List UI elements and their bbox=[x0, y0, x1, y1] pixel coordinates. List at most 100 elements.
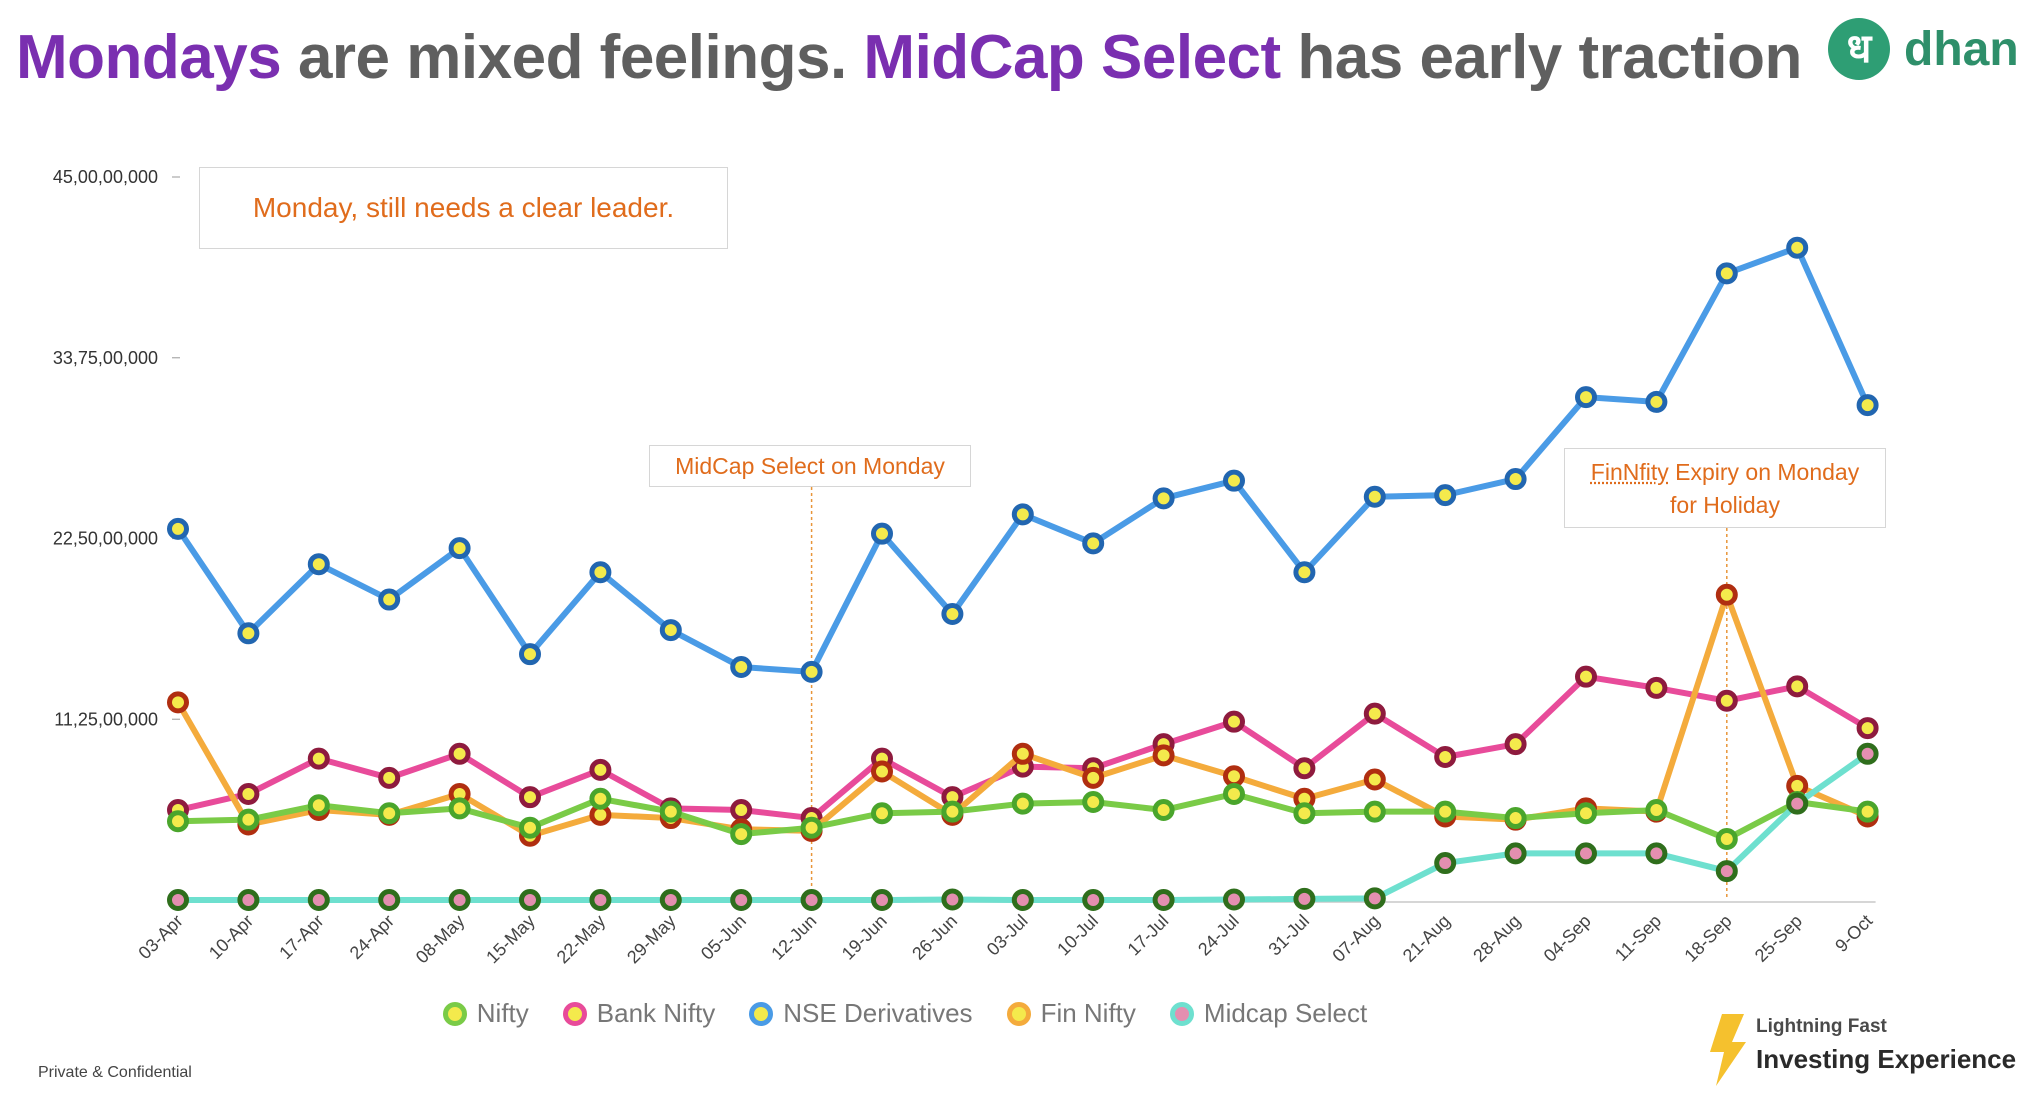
data-point-nse-derivatives bbox=[448, 537, 471, 560]
confidential-note: Private & Confidential bbox=[38, 1064, 192, 1081]
data-point-nse-derivatives bbox=[1856, 394, 1879, 417]
data-point-nse-derivatives bbox=[1293, 561, 1316, 584]
data-point-bank-nifty bbox=[1856, 717, 1879, 740]
legend-marker bbox=[1169, 1001, 1194, 1026]
y-tick-label: 45,00,00,000 bbox=[53, 167, 158, 187]
lightning-bolt-icon bbox=[1710, 1014, 1746, 1086]
data-point-nifty bbox=[1575, 802, 1597, 825]
data-point-nse-derivatives bbox=[1152, 487, 1175, 510]
x-tick-label: 29-May bbox=[623, 911, 680, 968]
chart-vlines bbox=[810, 487, 1728, 900]
annotation-midcap-monday: MidCap Select on Monday bbox=[649, 445, 971, 487]
x-tick-label: 07-Aug bbox=[1328, 911, 1383, 966]
data-point-nifty bbox=[1152, 799, 1175, 822]
data-point-nifty bbox=[1293, 802, 1316, 825]
x-tick-label: 05-Jun bbox=[697, 911, 750, 964]
legend-label: Fin Nifty bbox=[1040, 998, 1136, 1028]
data-point-nifty bbox=[448, 797, 471, 820]
y-tick-label: 11,25,00,000 bbox=[54, 709, 158, 729]
data-point-midcap-select bbox=[1645, 842, 1668, 865]
chart-x-labels: 03-Apr 10-Apr 17-Apr 24-Apr 08-May 15-May 22-M… bbox=[134, 911, 1876, 968]
data-point-nifty bbox=[1715, 827, 1738, 850]
data-point-nse-derivatives bbox=[800, 660, 823, 683]
data-point-bank-nifty bbox=[1786, 675, 1809, 698]
data-point-nifty bbox=[1504, 807, 1527, 830]
x-tick-label: 15-May bbox=[482, 911, 539, 968]
data-point-nse-derivatives bbox=[1715, 262, 1738, 285]
data-point-midcap-select bbox=[519, 889, 541, 911]
data-point-midcap-select bbox=[1011, 889, 1034, 911]
data-point-bank-nifty bbox=[730, 799, 753, 822]
data-point-nse-derivatives bbox=[1504, 468, 1527, 491]
data-point-bank-nifty bbox=[1715, 689, 1738, 712]
data-point-nifty bbox=[1645, 799, 1668, 822]
title-highlight-mondays: Mondays bbox=[16, 23, 282, 92]
data-point-bank-nifty bbox=[589, 758, 612, 781]
data-point-bank-nifty bbox=[378, 766, 401, 789]
data-point-nifty bbox=[1082, 790, 1105, 813]
legend-label: Nifty bbox=[476, 998, 529, 1028]
data-point-nse-derivatives bbox=[1011, 503, 1034, 526]
data-point-bank-nifty bbox=[1293, 757, 1316, 780]
data-point-midcap-select bbox=[1223, 888, 1245, 911]
data-point-bank-nifty bbox=[307, 747, 330, 770]
x-tick-label: 11-Sep bbox=[1611, 911, 1665, 965]
legend-item-bank-nifty: Bank Nifty bbox=[562, 998, 716, 1029]
data-point-nse-derivatives bbox=[1645, 390, 1668, 413]
data-point-midcap-select bbox=[1575, 842, 1597, 865]
legend-item-midcap-select: Midcap Select bbox=[1169, 998, 1367, 1029]
data-point-bank-nifty bbox=[1504, 733, 1527, 756]
x-tick-label: 08-May bbox=[412, 911, 469, 968]
legend-marker bbox=[562, 1001, 587, 1026]
title-text-2: has early traction bbox=[1280, 23, 1802, 92]
data-point-midcap-select bbox=[871, 889, 893, 911]
data-point-nifty bbox=[730, 823, 753, 846]
x-tick-label: 12-Jun bbox=[767, 911, 820, 964]
data-point-nifty bbox=[1223, 782, 1245, 805]
data-point-nse-derivatives bbox=[237, 622, 260, 645]
data-point-nse-derivatives bbox=[1223, 469, 1245, 492]
data-point-midcap-select bbox=[589, 889, 612, 911]
dhan-logo-icon: ध bbox=[1828, 18, 1890, 80]
annotation-finnifty-expiry: FinNfity Expiry on Monday for Holiday bbox=[1564, 448, 1886, 528]
data-point-midcap-select bbox=[1856, 742, 1879, 765]
data-point-nse-derivatives bbox=[1363, 485, 1386, 508]
data-point-nse-derivatives bbox=[659, 619, 682, 642]
data-point-midcap-select bbox=[378, 889, 401, 911]
data-point-nse-derivatives bbox=[730, 656, 753, 679]
data-point-midcap-select bbox=[167, 889, 189, 911]
data-point-midcap-select bbox=[448, 889, 471, 911]
data-point-nifty bbox=[237, 808, 260, 831]
data-point-nse-derivatives bbox=[307, 553, 330, 576]
x-tick-label: 24-Jul bbox=[1194, 911, 1243, 960]
lightning-badge: Lightning Fast Investing Experience bbox=[1700, 1010, 2020, 1100]
data-point-fin-nifty bbox=[1715, 583, 1738, 606]
title-text-1: are mixed feelings. bbox=[281, 23, 864, 92]
data-point-bank-nifty bbox=[237, 782, 260, 805]
data-point-nifty bbox=[1856, 800, 1879, 823]
data-point-midcap-select bbox=[1504, 842, 1527, 865]
data-point-nse-derivatives bbox=[941, 603, 964, 626]
title-highlight-midcap: MidCap Select bbox=[863, 23, 1281, 92]
legend-label: Bank Nifty bbox=[596, 998, 716, 1028]
data-point-nifty bbox=[589, 787, 612, 810]
legend-item-fin-nifty: Fin Nifty bbox=[1006, 998, 1136, 1029]
data-point-nse-derivatives bbox=[1575, 386, 1597, 409]
data-point-bank-nifty bbox=[448, 742, 471, 765]
data-point-midcap-select bbox=[237, 889, 260, 911]
data-point-fin-nifty bbox=[167, 691, 189, 714]
data-point-midcap-select bbox=[800, 889, 823, 911]
data-point-midcap-select bbox=[1363, 887, 1386, 910]
x-tick-label: 17-Apr bbox=[275, 911, 327, 963]
annotation-finnifty-line2: for Holiday bbox=[1670, 492, 1780, 518]
x-tick-label: 28-Aug bbox=[1469, 911, 1524, 966]
dhan-logo-word: dhan bbox=[1904, 23, 2019, 76]
x-tick-label: 24-Apr bbox=[346, 911, 398, 963]
data-point-nse-derivatives bbox=[1434, 484, 1457, 507]
chart-legend: Nifty Bank Nifty NSE Derivatives Fin Nifty M… bbox=[0, 998, 1810, 1029]
data-point-bank-nifty bbox=[1434, 746, 1457, 769]
x-tick-label: 18-Sep bbox=[1680, 911, 1735, 966]
data-point-fin-nifty bbox=[1363, 768, 1386, 791]
x-tick-label: 25-Sep bbox=[1751, 911, 1806, 966]
x-tick-label: 9-Oct bbox=[1831, 911, 1876, 956]
